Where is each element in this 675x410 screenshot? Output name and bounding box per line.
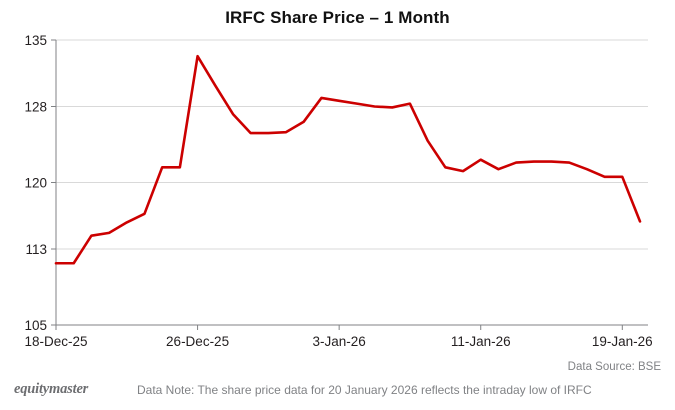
data-note-label: Data Note: The share price data for 20 J… [137,383,592,397]
x-tick-label: 18-Dec-25 [24,334,87,349]
x-tick-label: 11-Jan-26 [451,334,511,349]
y-tick-group: 135 128 120 113 105 [24,33,56,333]
y-tick-label: 128 [24,100,47,115]
y-tick-label: 113 [25,242,47,257]
y-tick-label: 105 [24,318,47,333]
equitymaster-logo: equitymaster [14,381,89,397]
chart-title: IRFC Share Price – 1 Month [225,8,450,27]
y-tick-label: 120 [24,176,47,191]
x-tick-label: 3-Jan-26 [313,334,366,349]
price-series-line [54,54,642,265]
x-tick-label: 19-Jan-26 [592,334,653,349]
x-tick-label: 26-Dec-25 [166,334,229,349]
gridlines-group [56,39,648,250]
x-tick-group: 18-Dec-25 26-Dec-25 3-Jan-26 11-Jan-26 19-Ja… [24,325,653,349]
y-tick-label: 135 [24,33,47,48]
data-source-label: Data Source: BSE [567,361,661,373]
line-chart-plot-area: 135 128 120 113 105 18-Dec-25 26-Dec-25 3-Jan-… [24,33,653,349]
